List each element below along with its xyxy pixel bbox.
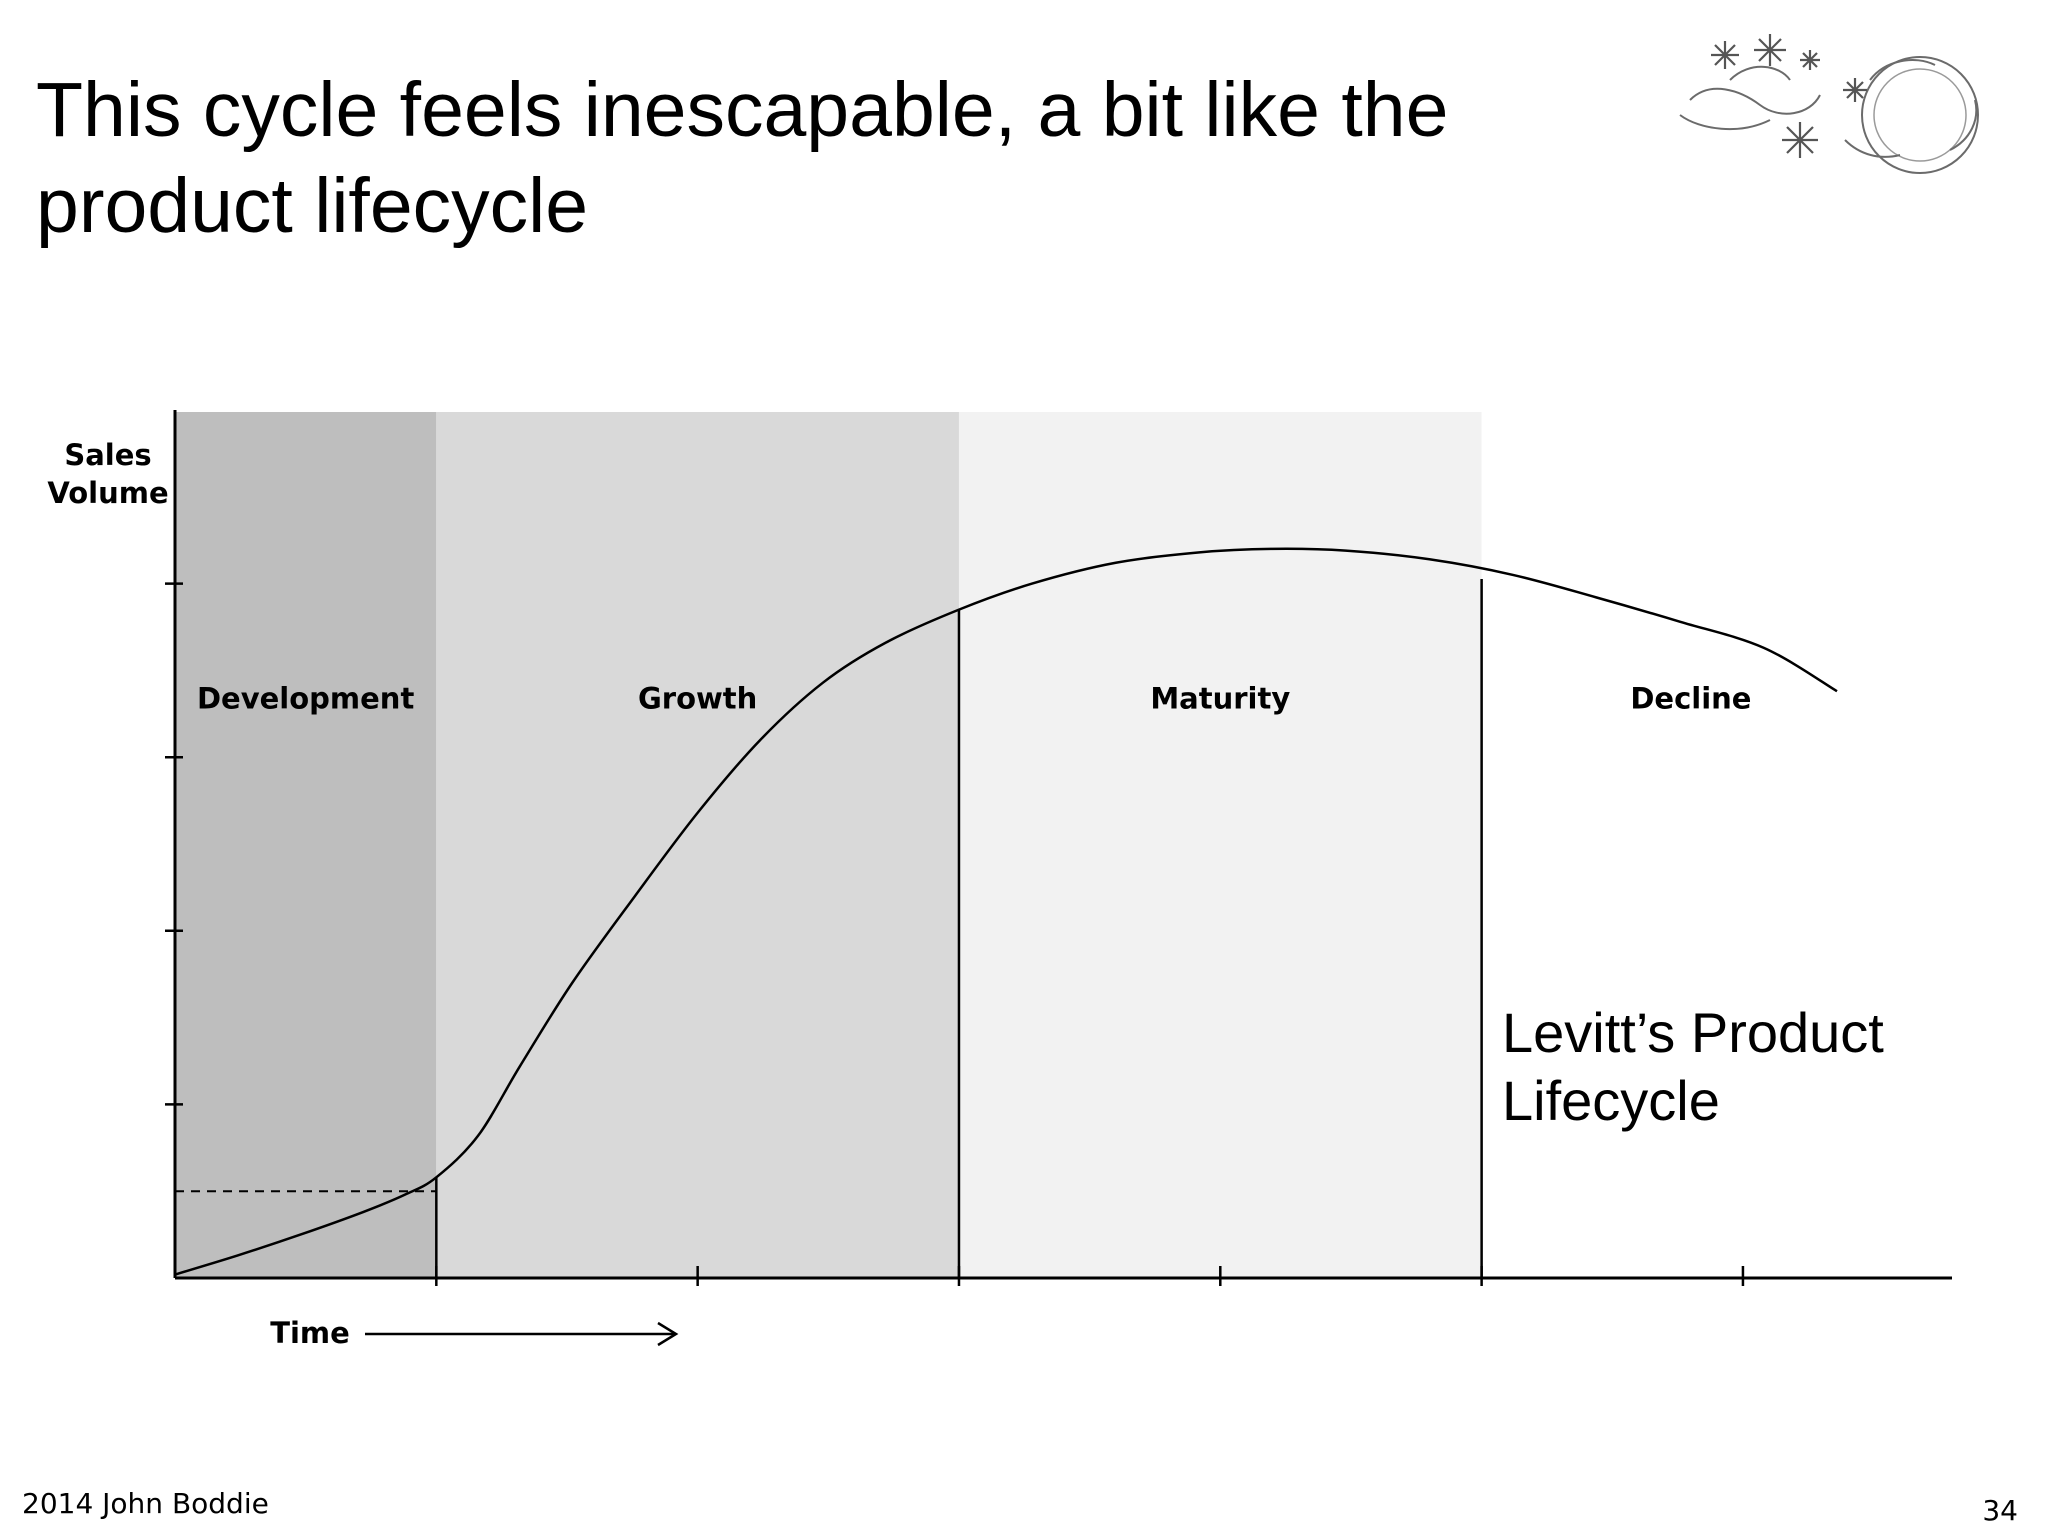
- y-axis-ticks: [165, 582, 183, 1106]
- y-axis-label-line-2: Volume: [47, 476, 168, 510]
- time-arrow-icon: [365, 1321, 679, 1347]
- stage-band-maturity: [958, 412, 1482, 1278]
- page-number: 34: [1982, 1494, 2018, 1527]
- slide-title: This cycle feels inescapable, a bit like…: [36, 62, 1596, 254]
- snowflake-swirl-ornament-icon: [1679, 34, 1979, 174]
- stage-band-development: [175, 412, 437, 1278]
- x-axis-ticks: [435, 1266, 1745, 1286]
- slide-title-line-2: product lifecycle: [36, 163, 589, 249]
- x-axis-label: Time: [270, 1316, 350, 1350]
- chart-annotation-line-1: Levitt’s Product: [1502, 1001, 1884, 1064]
- stage-labels: Development Growth Maturity Decline: [197, 682, 1751, 716]
- y-axis-label-line-1: Sales: [64, 438, 151, 472]
- stage-label-decline: Decline: [1630, 682, 1751, 716]
- stage-dividers: [435, 579, 1483, 1278]
- stage-bands: [175, 412, 1911, 1278]
- stage-label-growth: Growth: [638, 682, 757, 716]
- stage-label-maturity: Maturity: [1150, 682, 1290, 716]
- stage-band-decline: [1481, 412, 1911, 1278]
- stage-band-growth: [436, 412, 959, 1278]
- sales-volume-curve: [174, 547, 1838, 1276]
- slide-title-line-1: This cycle feels inescapable, a bit like…: [36, 67, 1449, 153]
- stage-label-development: Development: [197, 682, 414, 716]
- chart-annotation-line-2: Lifecycle: [1502, 1069, 1720, 1132]
- footer-copyright: 2014 John Boddie: [22, 1487, 269, 1520]
